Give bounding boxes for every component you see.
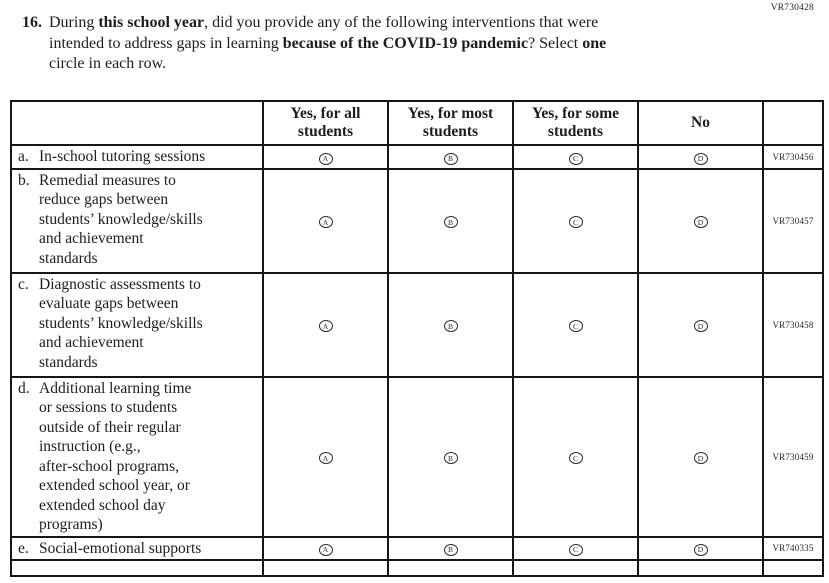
table-row-c: c. Diagnostic assessments to evaluate ga… [10,271,824,378]
question-text-segment: During [49,14,99,31]
option-circle-c[interactable]: C [568,152,583,165]
column-header-yes-some: Yes, for some students [512,100,639,146]
option-circle-c[interactable]: C [568,544,583,556]
partial-cell [762,559,824,577]
option-cell: D [637,271,764,378]
row-label: b. Remedial measures to reduce gaps betw… [10,167,264,274]
row-letter: a. [18,148,29,165]
option-circle-d[interactable]: D [693,320,708,333]
option-cell: C [512,167,639,274]
option-circle-d[interactable]: D [693,216,708,229]
interventions-table: Yes, for all students Yes, for most stud… [10,100,824,577]
table-row-e: e. Social-emotional supports A B C D VR7… [10,535,824,561]
partial-cell [637,559,764,577]
row-code: VR740335 [762,535,824,561]
option-circle-d[interactable]: D [693,544,708,556]
option-cell: C [512,535,639,561]
row-letter: e. [18,539,29,557]
option-circle-c[interactable]: C [568,216,583,229]
option-circle-d[interactable]: D [693,452,708,465]
option-circle-c[interactable]: C [568,452,583,465]
option-cell: B [387,144,514,170]
option-circle-a[interactable]: A [318,452,333,465]
partial-cell [262,559,389,577]
row-label: a. In-school tutoring sessions [10,144,264,170]
option-cell: D [637,167,764,274]
row-code: VR730458 [762,271,824,378]
question-text-segment-bold: because of the COVID-19 pandemic [282,34,529,52]
column-header-blank [762,100,824,146]
page-code: VR730428 [770,3,814,13]
table-row-a: a. In-school tutoring sessions A B C D V… [10,144,824,170]
row-letter: c. [18,275,29,293]
option-cell: C [512,144,639,170]
partial-cell [512,559,639,577]
question-text-segment-bold: one [582,34,607,52]
option-circle-b[interactable]: B [443,544,458,556]
question-text-segment: , did you provide any of the following i… [49,14,599,52]
table-row-partial [10,559,824,577]
partial-cell [387,559,514,577]
option-cell: B [387,535,514,561]
option-cell: A [262,167,389,274]
question-number: 16. [22,14,42,31]
question-text-segment: ? Select [528,34,583,52]
option-cell: A [262,271,389,378]
question-text-segment: circle in each row. [49,55,167,72]
option-cell: C [512,271,639,378]
option-cell: A [262,144,389,170]
row-label-text: Social-emotional supports [39,539,202,557]
option-circle-a[interactable]: A [318,544,333,556]
row-label: d. Additional learning time or sessions … [10,375,264,538]
row-label-text: In-school tutoring sessions [39,148,206,165]
option-circle-a[interactable]: A [318,216,333,229]
row-label: e. Social-emotional supports [10,535,264,561]
partial-cell [10,559,264,577]
row-label: c. Diagnostic assessments to evaluate ga… [10,271,264,378]
option-cell: A [262,375,389,538]
option-cell: D [637,375,764,538]
option-cell: B [387,375,514,538]
option-circle-d[interactable]: D [693,152,708,165]
option-cell: A [262,535,389,561]
table-row-d: d. Additional learning time or sessions … [10,375,824,538]
option-circle-b[interactable]: B [443,320,458,333]
option-cell: C [512,375,639,538]
row-letter: b. [18,171,30,189]
row-code: VR730457 [762,167,824,274]
option-cell: B [387,271,514,378]
option-circle-a[interactable]: A [318,152,333,165]
column-header-yes-all: Yes, for all students [262,100,389,146]
option-cell: B [387,167,514,274]
option-cell: D [637,535,764,561]
option-cell: D [637,144,764,170]
option-circle-b[interactable]: B [443,152,458,165]
row-label-text: Additional learning time or sessions to … [39,379,192,534]
column-header-yes-most: Yes, for most students [387,100,514,146]
option-circle-b[interactable]: B [443,216,458,229]
option-circle-c[interactable]: C [568,320,583,333]
option-circle-a[interactable]: A [318,320,333,333]
row-code: VR730459 [762,375,824,538]
row-code: VR730456 [762,144,824,170]
row-label-text: Diagnostic assessments to evaluate gaps … [39,275,203,371]
table-row-b: b. Remedial measures to reduce gaps betw… [10,167,824,274]
option-circle-b[interactable]: B [443,452,458,465]
table-header-row: Yes, for all students Yes, for most stud… [10,100,824,146]
column-header-items [10,100,264,146]
question-16: 16. During this school year, did you pro… [22,13,746,75]
question-text-segment-bold: this school year [98,14,205,31]
column-header-no: No [637,100,764,146]
row-letter: d. [18,379,30,397]
row-label-text: Remedial measures to reduce gaps between… [39,171,203,267]
question-text: During this school year, did you provide… [49,13,746,75]
